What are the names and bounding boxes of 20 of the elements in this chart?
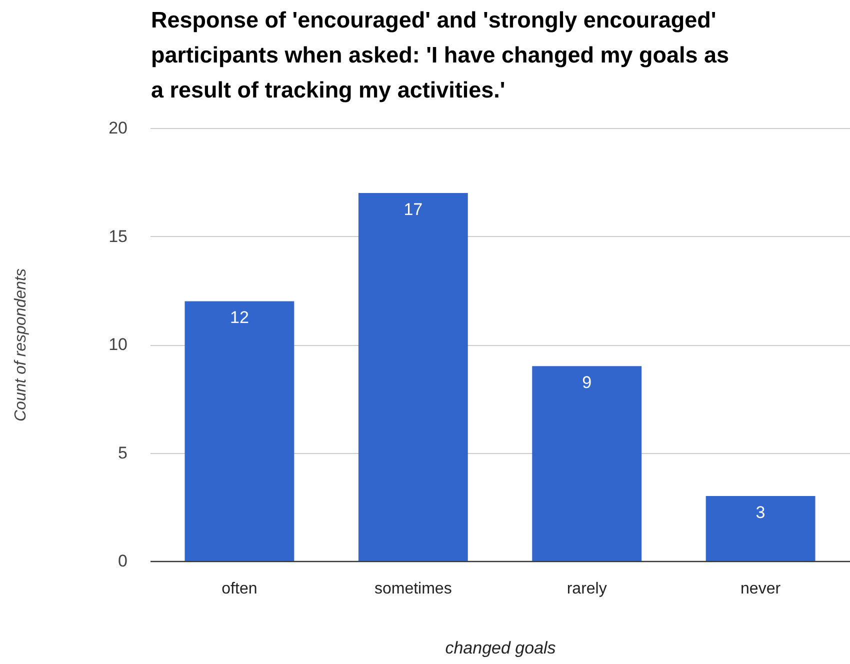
data-label: 17: [404, 200, 423, 219]
bar: [358, 192, 468, 561]
data-label: 9: [582, 373, 592, 392]
bar: [532, 366, 642, 561]
x-tick-label: sometimes: [374, 580, 452, 598]
chart-title: Response of 'encouraged' and 'strongly encouraged' participants when asked: 'I have changed my goals as a result of tracking my activities.': [151, 8, 730, 102]
bar: [706, 496, 816, 561]
y-tick-label: 5: [118, 443, 128, 462]
y-tick-label: 20: [108, 118, 128, 138]
data-label: 3: [756, 503, 766, 522]
data-label: 12: [230, 308, 249, 328]
bar: [184, 301, 294, 561]
x-tick-label: often: [222, 580, 258, 598]
x-axis-title: changed goals: [445, 638, 556, 658]
y-tick-label: 0: [118, 552, 128, 570]
y-axis-title: Count of respondents: [12, 268, 30, 422]
y-tick-label: 10: [108, 335, 128, 354]
y-tick-label: 15: [108, 226, 128, 246]
x-tick-label: rarely: [566, 580, 607, 598]
x-tick-label: never: [740, 580, 782, 598]
